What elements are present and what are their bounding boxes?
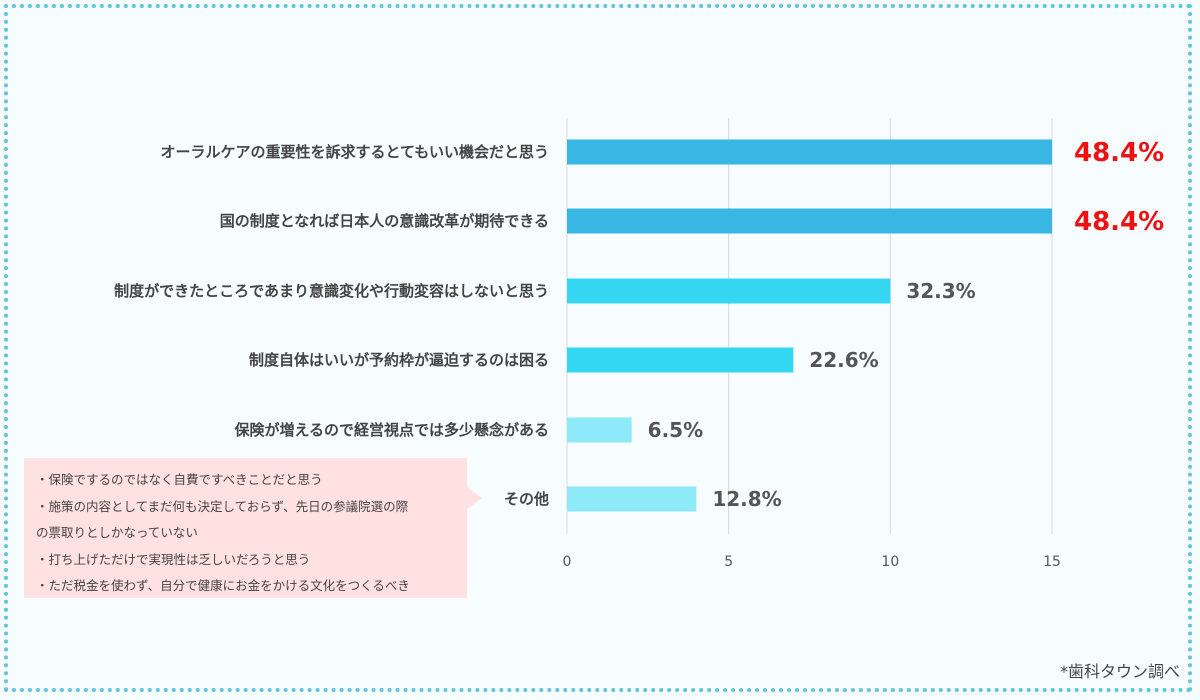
dotted-frame	[4, 4, 1192, 692]
data-label: 48.4%	[1074, 138, 1164, 168]
bar	[567, 486, 697, 512]
note-line: ・ただ税金を使わず、自分で健康にお金をかける文化をつくるべき	[36, 578, 410, 593]
note-pointer	[467, 487, 482, 509]
bar	[567, 347, 794, 373]
note-line: ・打ち上げただけで実現性は乏しいだろうと思う	[36, 551, 311, 567]
data-label: 12.8%	[712, 487, 781, 511]
data-label: 6.5%	[648, 418, 703, 442]
category-label: オーラルケアの重要性を訴求するとてもいい機会だと思う	[160, 143, 549, 161]
x-tick-label: 10	[881, 554, 899, 570]
note-line: ・保険でするのではなく自費ですべきことだと思う	[36, 472, 323, 487]
note-line: ・施策の内容としてまだ何も決定しておらず、先日の参議院選の際	[36, 498, 409, 514]
x-tick-label: 5	[724, 554, 733, 570]
x-tick-label: 0	[563, 554, 572, 570]
data-label: 32.3%	[906, 279, 975, 303]
note-line: の票取りとしかなっていない	[36, 525, 198, 540]
other-comments-note: ・保険でするのではなく自費ですべきことだと思う ・施策の内容としてまだ何も決定し…	[24, 458, 467, 598]
source-credit: *歯科タウン調べ	[1059, 662, 1180, 681]
x-tick-label: 15	[1043, 554, 1061, 570]
category-label: 保険が増えるので経営視点では多少懸念がある	[233, 421, 549, 439]
category-label: 国の制度となれば日本人の意識改革が期待できる	[220, 212, 549, 230]
bar	[567, 278, 891, 304]
category-label: その他	[504, 490, 549, 508]
data-label: 48.4%	[1074, 207, 1164, 237]
data-label: 22.6%	[809, 348, 878, 372]
bar	[567, 208, 1052, 234]
category-label: 制度ができたところであまり意識変化や行動変容はしないと思う	[114, 282, 549, 300]
bar	[567, 139, 1052, 165]
bar	[567, 417, 632, 443]
category-label: 制度自体はいいが予約枠が逼迫するのは困る	[249, 351, 549, 369]
